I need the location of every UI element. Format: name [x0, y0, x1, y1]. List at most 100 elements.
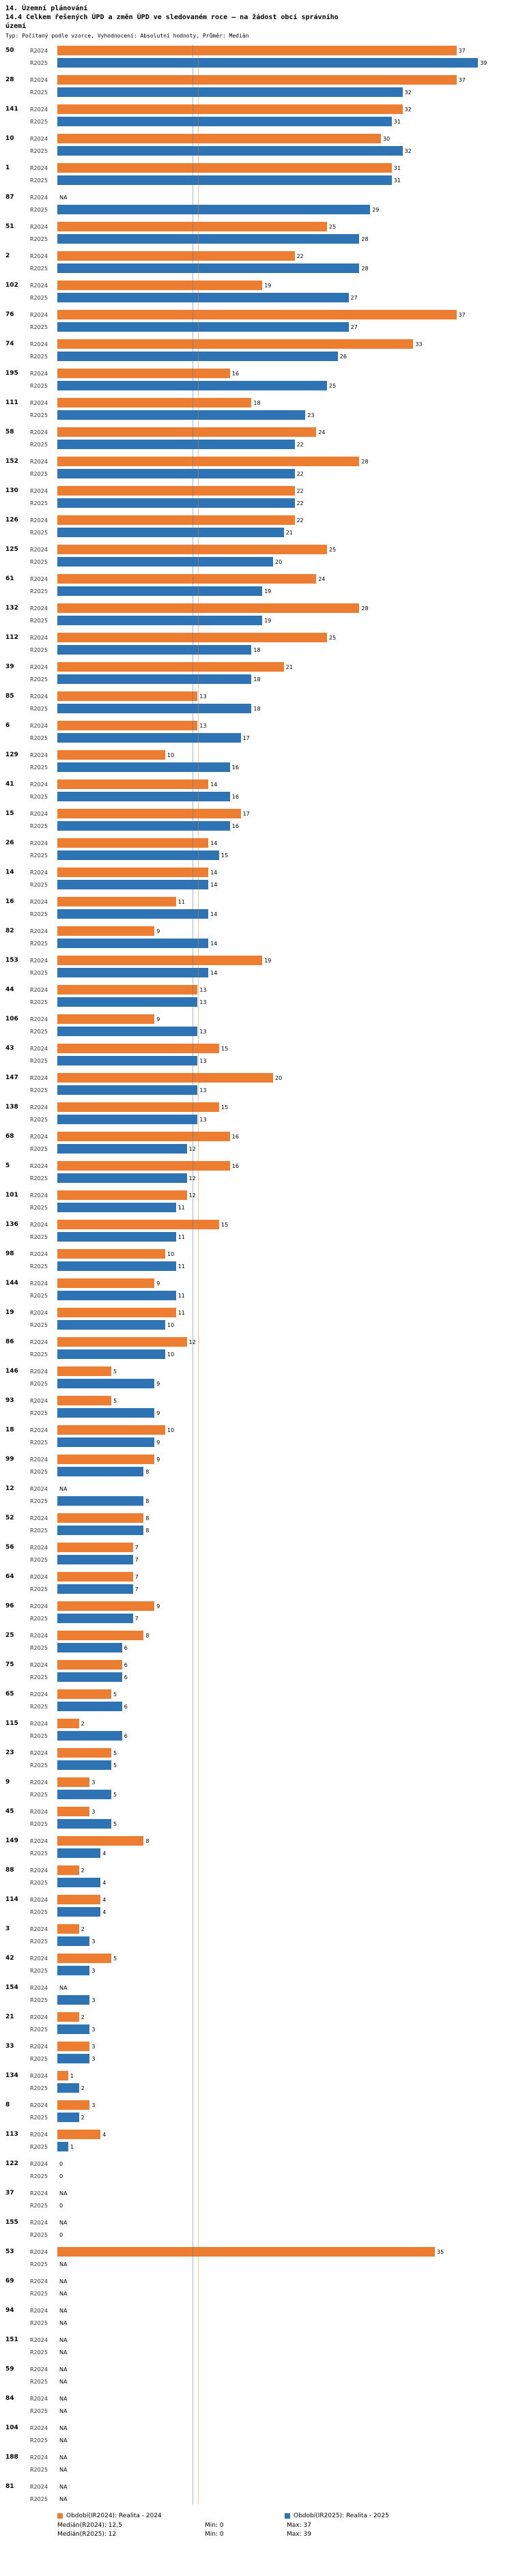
series-label: R2025	[30, 1057, 48, 1064]
bar-row: R2025 13	[5, 1114, 512, 1125]
group-id-label: 146	[5, 1368, 18, 1375]
group-id-label: 93	[5, 1397, 14, 1405]
bar-row: 5 R2024 16	[5, 1160, 512, 1171]
bar-value-label: 4	[102, 1850, 106, 1857]
series-label: R2025	[30, 2143, 48, 2150]
group-id-label: 68	[5, 1133, 14, 1141]
series-label: R2025	[30, 2437, 48, 2444]
bar-value-label: 10	[167, 1427, 175, 1433]
group-id-label: 10	[5, 135, 14, 143]
bar-value-label: 13	[199, 1087, 207, 1093]
bar-value-label: 27	[350, 324, 358, 330]
bar-value-label: 39	[480, 59, 487, 66]
legend-item-r2025: Období(IR2025): Realita - 2025	[285, 2513, 512, 2519]
bar-r2025	[57, 146, 403, 156]
bar-value-label: 13	[199, 986, 207, 993]
bar-r2025	[57, 1848, 101, 1859]
bar-value-label: 37	[458, 47, 466, 54]
bar-value-label: 6	[124, 1661, 128, 1668]
bar-value-label: NA	[59, 194, 68, 201]
group-id-label: 37	[5, 2190, 14, 2197]
bar-group: 87 R2024 NA R2025 29	[5, 192, 512, 215]
bar-r2024	[57, 603, 360, 614]
bar-group: 154 R2024 NA R2025 3	[5, 1982, 512, 2005]
series-label: R2024	[30, 1984, 48, 1991]
bar-value-label: NA	[59, 2395, 68, 2402]
bar-group: 69 R2024 NA R2025 NA	[5, 2276, 512, 2299]
bar-value-label: 4	[102, 1896, 106, 1903]
series-label: R2024	[30, 2190, 48, 2196]
bar-value-label: 4	[102, 1879, 106, 1886]
bar-row: 6 R2024 13	[5, 720, 512, 731]
bar-row: 19 R2024 11	[5, 1307, 512, 1318]
series-label: R2024	[30, 429, 48, 435]
bar-row: 12 R2024 NA	[5, 1483, 512, 1494]
group-id-label: 86	[5, 1339, 14, 1346]
bar-row: R2025 NA	[5, 2376, 512, 2387]
bar-group: 152 R2024 28 R2025 22	[5, 456, 512, 479]
bar-area: 7	[57, 1543, 512, 1553]
bar-row: R2025 12	[5, 1143, 512, 1154]
bar-row: R2025 18	[5, 644, 512, 655]
bar-area: NA	[57, 2289, 512, 2298]
group-id-label: 188	[5, 2454, 18, 2461]
bar-value-label: NA	[59, 2336, 68, 2343]
series-label: R2024	[30, 311, 48, 318]
group-id-label: 138	[5, 1104, 18, 1111]
bar-area: 16	[57, 762, 512, 773]
bar-row: 88 R2024 2	[5, 1865, 512, 1876]
bar-r2024	[57, 1924, 79, 1934]
group-id-label: 114	[5, 1896, 18, 1904]
group-id-label: 113	[5, 2131, 18, 2138]
bar-r2024	[57, 2071, 68, 2081]
bar-r2024	[57, 750, 165, 760]
series-label: R2025	[30, 1263, 48, 1270]
bar-row: 45 R2024 3	[5, 1806, 512, 1817]
group-id-label: 51	[5, 223, 14, 231]
bar-group: 155 R2024 NA R2025 0	[5, 2217, 512, 2240]
bar-group: 102 R2024 19 R2025 27	[5, 280, 512, 303]
bar-r2025	[57, 616, 263, 626]
bar-value-label: NA	[59, 2366, 68, 2373]
series-label: R2024	[30, 1661, 48, 1668]
bar-area: NA	[57, 2188, 512, 2198]
bar-area: 14	[57, 909, 512, 919]
bar-area: 0	[57, 2171, 512, 2181]
bar-r2024	[57, 46, 457, 56]
bar-row: R2025 3	[5, 2053, 512, 2064]
bar-row: R2025 20	[5, 556, 512, 567]
bar-area: 13	[57, 691, 512, 702]
bar-group: 26 R2024 14 R2025 15	[5, 838, 512, 861]
bar-group: 41 R2024 14 R2025 16	[5, 779, 512, 802]
group-id-label: 75	[5, 1661, 14, 1669]
group-id-label: 94	[5, 2307, 14, 2315]
series-label: R2025	[30, 969, 48, 976]
bar-area: 3	[57, 2100, 512, 2110]
bar-area: 4	[57, 2130, 512, 2140]
bar-row: R2025 NA	[5, 2493, 512, 2504]
bar-row: 134 R2024 1	[5, 2070, 512, 2081]
series-label: R2024	[30, 1515, 48, 1521]
bar-group: 64 R2024 7 R2025 7	[5, 1571, 512, 1594]
bar-area: 16	[57, 792, 512, 802]
bar-value-label: NA	[59, 2454, 68, 2461]
bar-area: 17	[57, 809, 512, 819]
bar-group: 6 R2024 13 R2025 17	[5, 720, 512, 743]
bar-r2024	[57, 134, 381, 144]
bar-value-label: 14	[210, 840, 218, 846]
bar-area: 13	[57, 985, 512, 995]
group-id-label: 149	[5, 1837, 18, 1845]
bar-area: 18	[57, 674, 512, 685]
series-label: R2025	[30, 940, 48, 947]
bar-area: 25	[57, 381, 512, 391]
bar-group: 141 R2024 32 R2025 31	[5, 104, 512, 127]
bar-r2025	[57, 1936, 90, 1947]
bar-r2025	[57, 997, 198, 1007]
bar-r2025	[57, 1966, 90, 1976]
group-id-label: 69	[5, 2278, 14, 2285]
bar-row: R2025 13	[5, 997, 512, 1007]
series-label: R2024	[30, 253, 48, 259]
bar-area: 22	[57, 469, 512, 479]
bar-area: 6	[57, 1643, 512, 1653]
bar-area: 22	[57, 486, 512, 496]
